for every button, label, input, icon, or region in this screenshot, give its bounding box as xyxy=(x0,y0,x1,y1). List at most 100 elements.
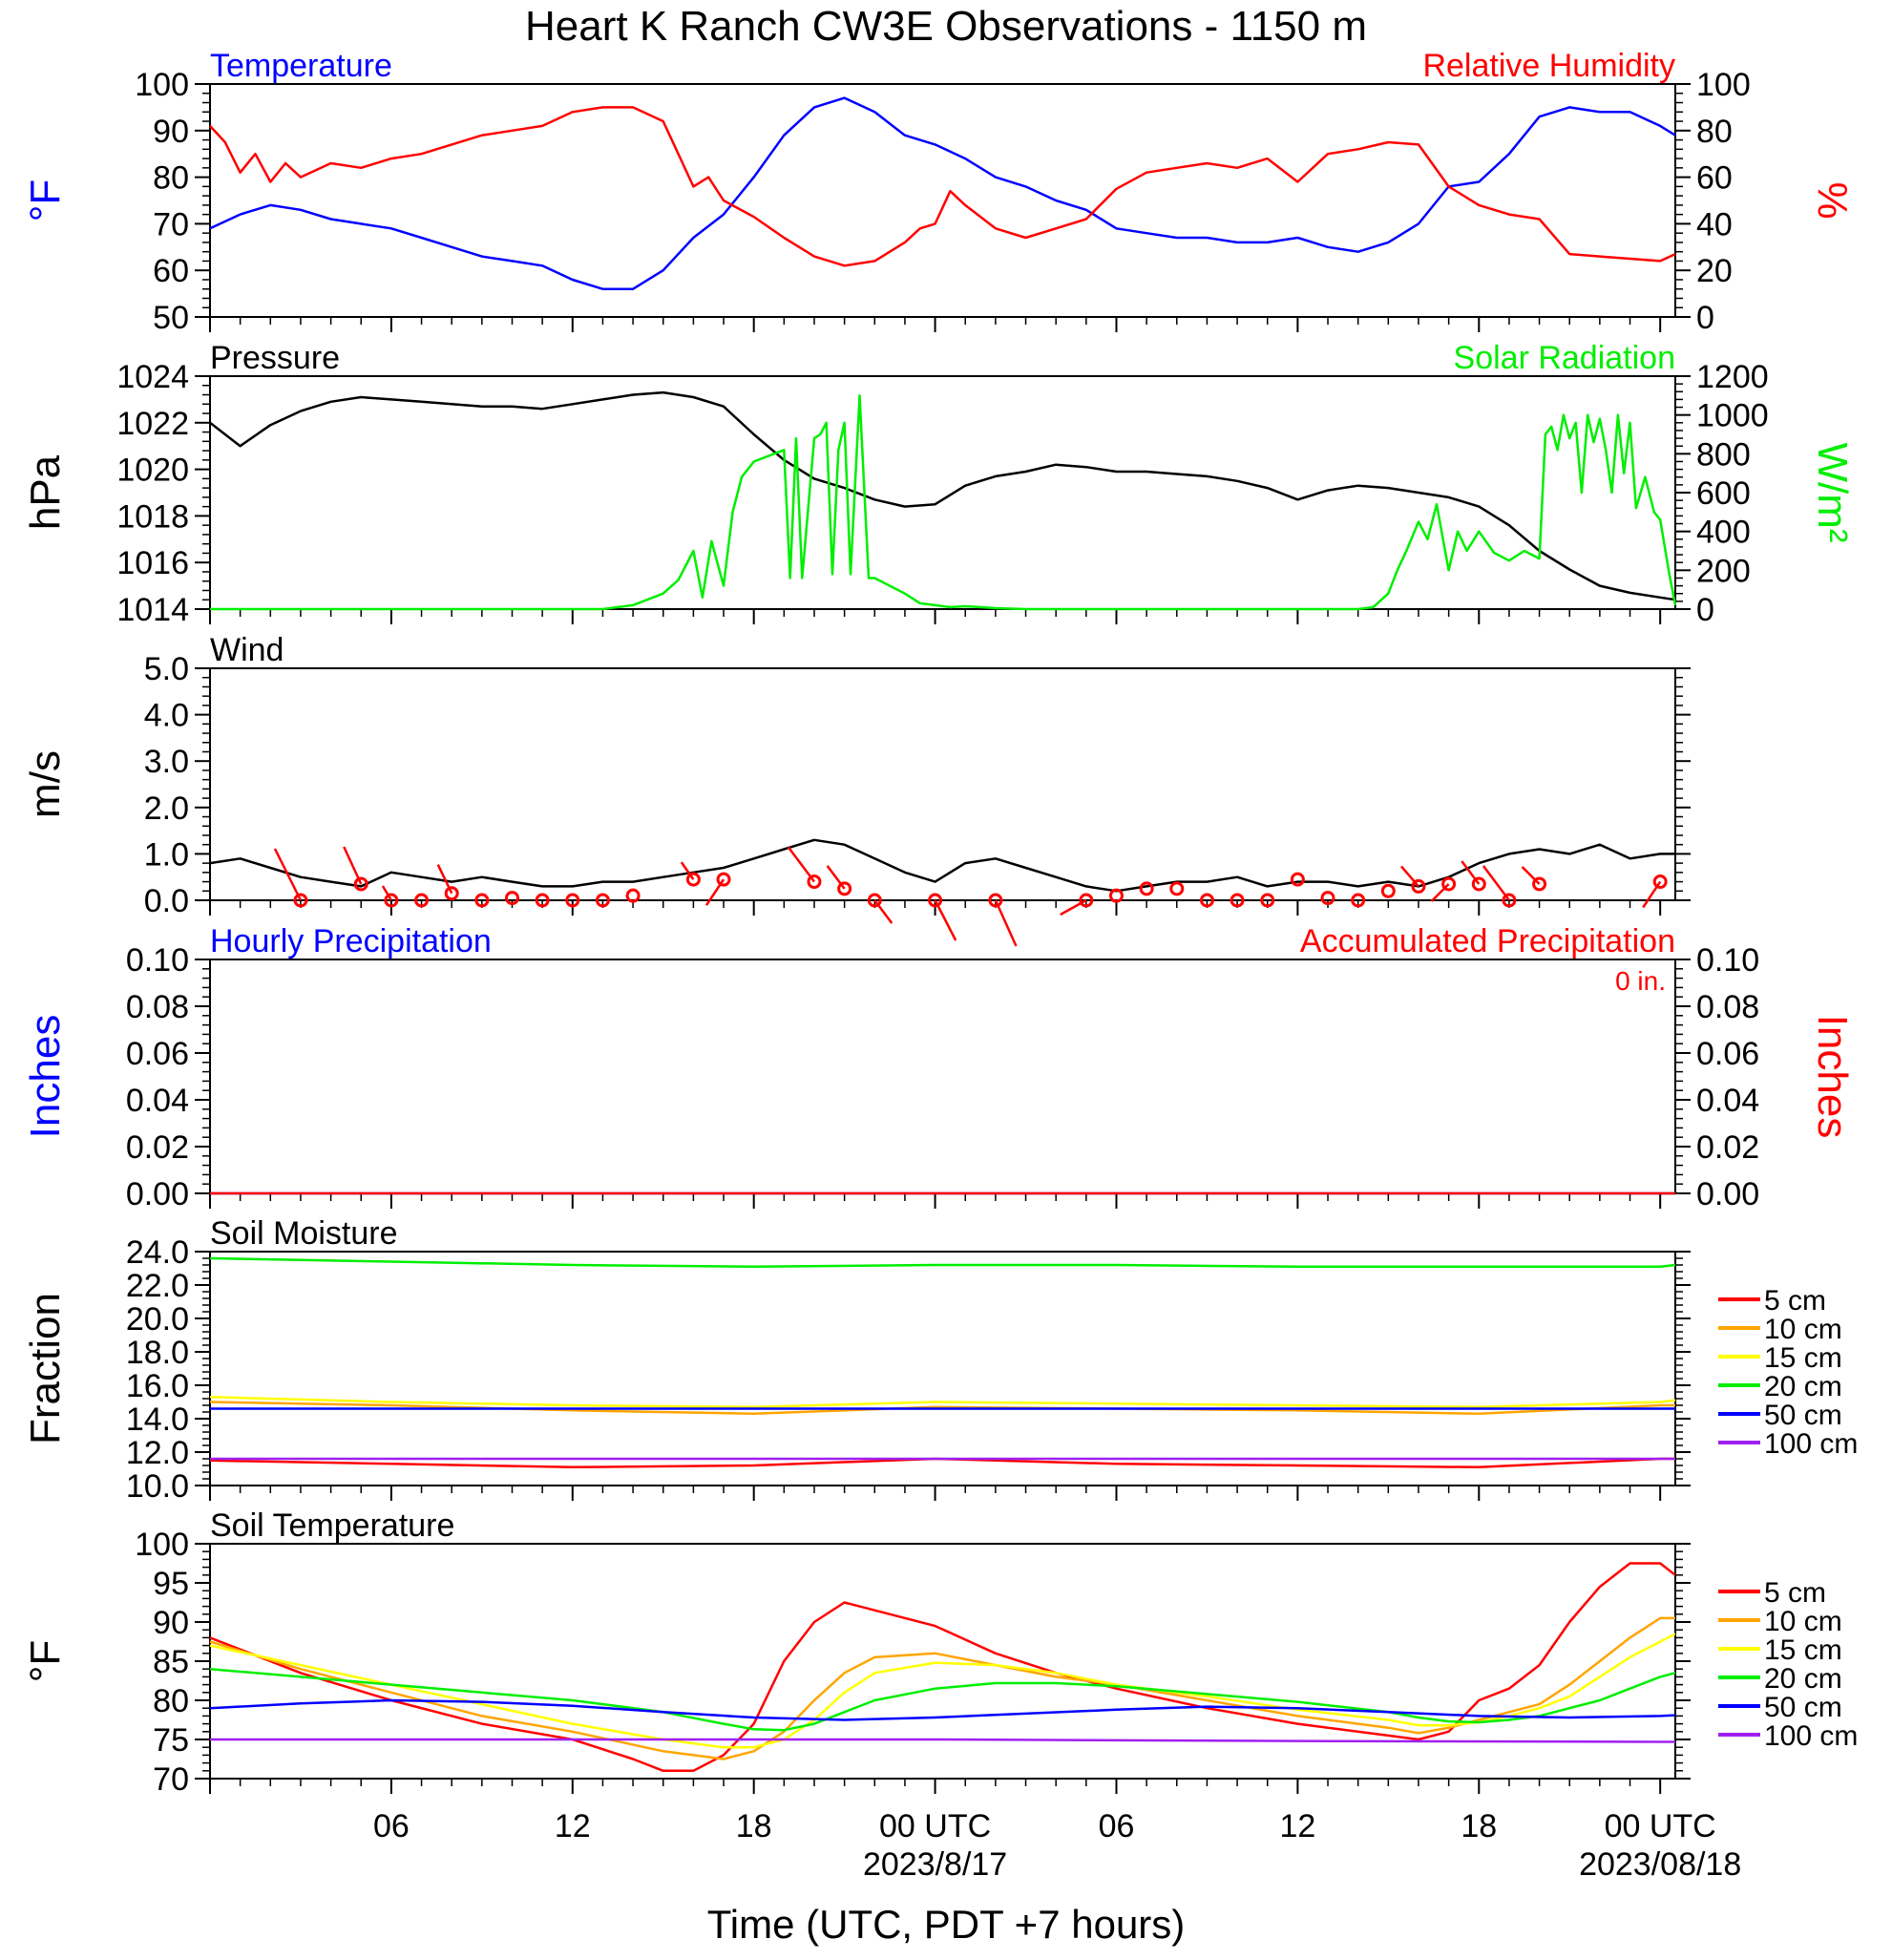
series-15-cm xyxy=(209,1633,1676,1749)
legend-label: 5 cm xyxy=(1764,1285,1826,1317)
x-tick-label: 18 xyxy=(736,1808,772,1844)
wind-barb-shaft xyxy=(273,848,303,901)
series-temperature xyxy=(209,96,1676,290)
y-tick-label: 100 xyxy=(135,67,189,103)
precip-panel: 0.00 0.02 0.04 0.06 0.08 0.10 0.00 0.02 0.04 0.06… xyxy=(22,923,1856,1212)
x-tick-label: 12 xyxy=(555,1808,591,1844)
temp_rh-frame xyxy=(209,83,1676,318)
panel-right-title: Accumulated Precipitation xyxy=(1300,923,1675,959)
y2-tick-label: 1000 xyxy=(1696,398,1769,434)
wind-barb-marker xyxy=(928,893,943,908)
y2-axis-label: % xyxy=(1809,181,1856,219)
wind-barb-marker xyxy=(1139,881,1154,896)
x-tick-label: 06 xyxy=(373,1808,410,1844)
x-tick-date-label: 2023/08/18 xyxy=(1579,1846,1741,1883)
wind-barb-shaft xyxy=(934,899,957,941)
precip-total-annotation: 0 in. xyxy=(1615,966,1666,996)
wind-barb-marker xyxy=(716,872,731,887)
y-tick-label: 10.0 xyxy=(126,1468,189,1505)
y2-tick-label: 0 xyxy=(1696,300,1714,336)
y-tick-label: 12.0 xyxy=(126,1435,189,1471)
y-tick-label: 70 xyxy=(153,206,189,242)
y2-tick-label: 0 xyxy=(1696,592,1714,628)
y2-tick-label: 80 xyxy=(1696,114,1733,150)
wind-barb-marker xyxy=(1380,883,1396,898)
y-tick-label: 80 xyxy=(153,1683,189,1719)
wind-barb-marker xyxy=(685,872,701,887)
wind-barb-marker xyxy=(595,893,610,908)
legend-label: 15 cm xyxy=(1764,1634,1842,1666)
y2-tick-label: 0.00 xyxy=(1696,1176,1759,1212)
x-tick-label: 18 xyxy=(1461,1808,1497,1844)
wind-frame xyxy=(209,667,1676,901)
y2-tick-label: 1200 xyxy=(1696,359,1769,395)
y-tick-label: 0.0 xyxy=(144,883,189,919)
y2-tick-label: 800 xyxy=(1696,436,1751,473)
legend-label: 10 cm xyxy=(1764,1314,1842,1345)
y-tick-label: 50 xyxy=(153,300,189,336)
x-tick-label: 00 UTC xyxy=(879,1808,991,1844)
series-pressure xyxy=(209,390,1676,601)
y-tick-label: 1018 xyxy=(116,498,189,535)
y2-tick-label: 100 xyxy=(1696,67,1751,103)
y-tick-label: 1020 xyxy=(116,453,189,489)
wind-barb-shaft xyxy=(826,865,846,890)
y-tick-label: 90 xyxy=(153,1605,189,1641)
y2-tick-label: 200 xyxy=(1696,553,1751,589)
x-tick-label: 12 xyxy=(1279,1808,1315,1844)
temp_rh-panel: 50 60 70 80 90 100 0 20 40 60 80 100 Temperature Rela… xyxy=(22,48,1856,336)
wind-barb-marker xyxy=(384,893,399,908)
y2-tick-label: 0.10 xyxy=(1696,942,1759,979)
wind-barb-marker xyxy=(867,893,882,908)
wind-barb-marker xyxy=(565,893,580,908)
wind-barb-marker xyxy=(444,886,459,901)
wind-barb-marker xyxy=(474,893,490,908)
y2-axis-label: W/m² xyxy=(1809,442,1856,542)
y-tick-label: 24.0 xyxy=(126,1234,189,1271)
wind-barb-marker xyxy=(1441,876,1457,892)
legend-label: 100 cm xyxy=(1764,1428,1858,1460)
series-50-cm xyxy=(209,1698,1676,1721)
legend-label: 10 cm xyxy=(1764,1606,1842,1637)
panel-right-title: Relative Humidity xyxy=(1422,48,1675,84)
wind-barb-marker xyxy=(1351,893,1366,908)
legend-label: 100 cm xyxy=(1764,1720,1858,1752)
y-tick-label: 5.0 xyxy=(144,651,189,687)
y-tick-label: 60 xyxy=(153,253,189,289)
y-tick-label: 1.0 xyxy=(144,836,189,873)
y-tick-label: 20.0 xyxy=(126,1301,189,1338)
wind-barb-marker xyxy=(1169,881,1185,896)
wind-barb-shaft xyxy=(873,899,893,924)
series-5-cm xyxy=(209,1457,1675,1469)
y-axis-label: Inches xyxy=(22,1015,69,1139)
y-tick-label: 85 xyxy=(153,1644,189,1680)
y-tick-label: 18.0 xyxy=(126,1335,189,1371)
wind-barb-shaft xyxy=(381,885,392,901)
series-solar-radiation xyxy=(210,394,1677,611)
precip-frame xyxy=(209,959,1676,1194)
wind-barb-marker xyxy=(837,881,852,896)
y2-axis-label: Inches xyxy=(1809,1015,1856,1139)
y-tick-label: 1016 xyxy=(116,545,189,581)
x-tick-label: 00 UTC xyxy=(1605,1808,1716,1844)
y2-tick-label: 0.06 xyxy=(1696,1036,1759,1072)
y-tick-label: 3.0 xyxy=(144,744,189,780)
y-axis-label: °F xyxy=(22,1640,69,1682)
series-5-cm xyxy=(209,1562,1676,1773)
series-15-cm xyxy=(209,1396,1676,1409)
legend-label: 5 cm xyxy=(1764,1577,1826,1609)
y-tick-label: 1014 xyxy=(116,592,189,628)
pressure_solar-panel: 1014 1016 1018 1020 1022 1024 0200400600800100… xyxy=(22,340,1856,628)
legend-label: 20 cm xyxy=(1764,1371,1842,1402)
wind-panel: 0.0 1.0 2.0 3.0 4.0 5.0 Wind m/s xyxy=(22,632,1691,947)
y-axis-label: m/s xyxy=(22,750,69,818)
legend-label: 50 cm xyxy=(1764,1692,1842,1723)
y-tick-label: 14.0 xyxy=(126,1402,189,1438)
soil_moisture-frame xyxy=(209,1251,1676,1486)
series-20-cm xyxy=(209,1667,1676,1732)
wind-barb-shaft xyxy=(680,861,695,880)
series-wind xyxy=(209,838,1675,893)
wind-barb-marker xyxy=(1502,893,1517,908)
y-tick-label: 90 xyxy=(153,114,189,150)
